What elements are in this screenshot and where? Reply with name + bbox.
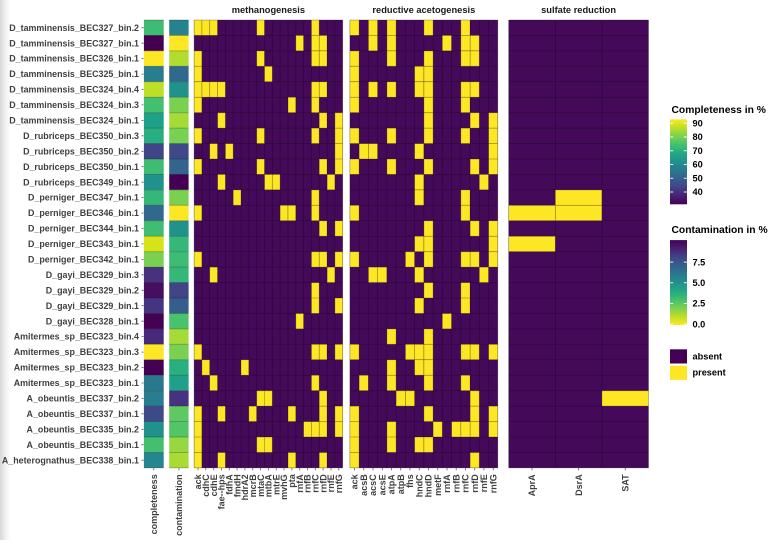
svg-text:fmdH: fmdH: [232, 474, 242, 497]
svg-text:A_obeuntis_BEC337_bin.2: A_obeuntis_BEC337_bin.2: [27, 394, 140, 404]
svg-text:acsB: acsB: [359, 474, 369, 496]
svg-text:80: 80: [693, 132, 703, 142]
svg-text:pta: pta: [287, 473, 297, 487]
svg-text:40: 40: [693, 187, 703, 197]
svg-text:reductive acetogenesis: reductive acetogenesis: [372, 5, 475, 15]
svg-text:70: 70: [693, 146, 703, 156]
svg-text:mcrB: mcrB: [248, 474, 258, 498]
svg-text:D_rubriceps_BEC350_bin.2: D_rubriceps_BEC350_bin.2: [23, 146, 139, 156]
svg-text:hdrA2: hdrA2: [240, 474, 250, 500]
svg-text:ack: ack: [193, 473, 203, 489]
svg-text:D_gayi_BEC328_bin.1: D_gayi_BEC328_bin.1: [46, 316, 139, 326]
svg-text:90: 90: [693, 119, 703, 129]
svg-text:D_gayi_BEC329_bin.3: D_gayi_BEC329_bin.3: [46, 270, 139, 280]
svg-text:acsE: acsE: [378, 474, 388, 495]
svg-text:rnfG: rnfG: [334, 474, 344, 493]
svg-text:A_obeuntis_BEC335_bin.1: A_obeuntis_BEC335_bin.1: [27, 440, 140, 450]
svg-text:sulfate reduction: sulfate reduction: [541, 5, 616, 15]
svg-text:A_obeuntis_BEC335_bin.2: A_obeuntis_BEC335_bin.2: [27, 424, 140, 434]
svg-text:atpA: atpA: [387, 474, 397, 495]
svg-text:cdhE: cdhE: [209, 474, 219, 496]
svg-text:60: 60: [693, 160, 703, 170]
svg-text:absent: absent: [693, 351, 723, 361]
svg-text:Amitermes_sp_BEC323_bin.1: Amitermes_sp_BEC323_bin.1: [14, 378, 139, 388]
svg-text:DsrA: DsrA: [574, 474, 584, 496]
svg-text:rnfC: rnfC: [461, 474, 471, 493]
svg-text:Amitermes_sp_BEC323_bin.4: Amitermes_sp_BEC323_bin.4: [14, 332, 139, 342]
svg-text:rnfC: rnfC: [311, 474, 321, 493]
svg-text:Amitermes_sp_BEC323_bin.3: Amitermes_sp_BEC323_bin.3: [14, 347, 139, 357]
svg-text:D_perniger_BEC344_bin.1: D_perniger_BEC344_bin.1: [28, 224, 139, 234]
svg-text:rnfE: rnfE: [479, 474, 489, 492]
svg-text:metF: metF: [433, 474, 443, 496]
svg-text:cdhC: cdhC: [201, 474, 211, 497]
svg-text:rnfE: rnfE: [326, 474, 336, 492]
svg-text:Contamination in %: Contamination in %: [672, 225, 768, 236]
svg-text:50: 50: [693, 173, 703, 183]
svg-text:A_heterognathus_BEC338_bin.1: A_heterognathus_BEC338_bin.1: [2, 455, 139, 465]
svg-text:D_rubriceps_BEC350_bin.3: D_rubriceps_BEC350_bin.3: [23, 131, 139, 141]
svg-text:D_rubriceps_BEC350_bin.1: D_rubriceps_BEC350_bin.1: [23, 162, 139, 172]
svg-text:atpB: atpB: [396, 474, 406, 495]
svg-text:rnfA: rnfA: [295, 474, 305, 493]
svg-text:mtrE: mtrE: [271, 474, 281, 495]
svg-text:completeness: completeness: [149, 474, 159, 534]
svg-text:D_perniger_BEC342_bin.1: D_perniger_BEC342_bin.1: [28, 255, 139, 265]
svg-text:rnfG: rnfG: [488, 474, 498, 493]
svg-text:fdhA: fdhA: [225, 474, 235, 495]
svg-text:D_perniger_BEC347_bin.1: D_perniger_BEC347_bin.1: [28, 193, 139, 203]
svg-text:methanogenesis: methanogenesis: [232, 5, 305, 15]
svg-text:D_tamminensis_BEC327_bin.2: D_tamminensis_BEC327_bin.2: [9, 23, 139, 33]
svg-text:mtbA: mtbA: [264, 474, 274, 497]
svg-text:D_perniger_BEC346_bin.1: D_perniger_BEC346_bin.1: [28, 208, 139, 218]
svg-text:fhs: fhs: [405, 474, 415, 488]
svg-text:acsC: acsC: [368, 474, 378, 496]
svg-text:Completeness in %: Completeness in %: [672, 105, 766, 116]
svg-text:rnfA: rnfA: [442, 474, 452, 493]
svg-text:mvhG: mvhG: [279, 474, 289, 500]
svg-text:D_gayi_BEC329_bin.1: D_gayi_BEC329_bin.1: [46, 301, 139, 311]
svg-text:D_gayi_BEC329_bin.2: D_gayi_BEC329_bin.2: [46, 285, 139, 295]
svg-text:D_tamminensis_BEC324_bin.4: D_tamminensis_BEC324_bin.4: [9, 85, 139, 95]
svg-text:5.0: 5.0: [693, 278, 706, 288]
svg-text:D_tamminensis_BEC326_bin.1: D_tamminensis_BEC326_bin.1: [9, 54, 139, 64]
svg-text:rnfD: rnfD: [470, 474, 480, 493]
svg-text:AprA: AprA: [527, 474, 537, 496]
svg-text:present: present: [693, 368, 726, 378]
svg-text:mtaC: mtaC: [256, 474, 266, 497]
svg-text:rnfB: rnfB: [451, 474, 461, 493]
svg-text:2.5: 2.5: [693, 299, 706, 309]
svg-text:rnfB: rnfB: [303, 474, 313, 493]
svg-text:contamination: contamination: [174, 474, 184, 536]
svg-text:D_tamminensis_BEC327_bin.1: D_tamminensis_BEC327_bin.1: [9, 38, 139, 48]
svg-text:D_rubriceps_BEC349_bin.1: D_rubriceps_BEC349_bin.1: [23, 177, 139, 187]
svg-text:0.0: 0.0: [693, 319, 706, 329]
svg-text:7.5: 7.5: [693, 257, 706, 267]
svg-text:hndD: hndD: [424, 474, 434, 497]
svg-text:D_tamminensis_BEC324_bin.1: D_tamminensis_BEC324_bin.1: [9, 116, 139, 126]
svg-text:D_tamminensis_BEC324_bin.3: D_tamminensis_BEC324_bin.3: [9, 100, 139, 110]
svg-text:hndC: hndC: [414, 474, 424, 497]
svg-text:D_tamminensis_BEC325_bin.1: D_tamminensis_BEC325_bin.1: [9, 69, 139, 79]
svg-text:D_perniger_BEC343_bin.1: D_perniger_BEC343_bin.1: [28, 239, 139, 249]
svg-text:Amitermes_sp_BEC323_bin.2: Amitermes_sp_BEC323_bin.2: [14, 363, 139, 373]
svg-text:rnfD: rnfD: [318, 474, 328, 493]
svg-text:A_obeuntis_BEC337_bin.1: A_obeuntis_BEC337_bin.1: [27, 409, 140, 419]
svg-text:ack: ack: [350, 473, 360, 489]
svg-text:SAT: SAT: [620, 474, 630, 492]
svg-text:fae--hps: fae--hps: [217, 474, 227, 509]
